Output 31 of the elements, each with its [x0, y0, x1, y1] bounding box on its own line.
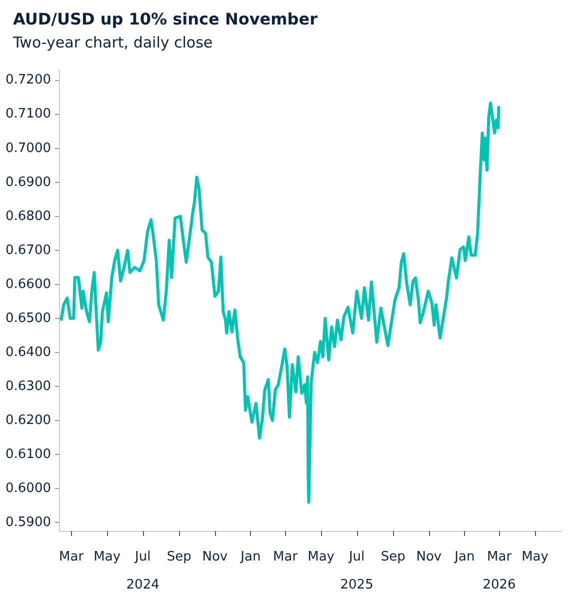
- y-tick-label: 0.7000: [6, 140, 51, 156]
- x-tick-label: Sep: [380, 550, 406, 564]
- y-tick-label: 0.6000: [6, 480, 51, 496]
- y-tick-label: 0.7100: [6, 106, 51, 122]
- chart-subtitle: Two-year chart, daily close: [12, 34, 213, 52]
- y-tick-label: 0.6200: [6, 412, 51, 428]
- y-tick-label: 0.6500: [6, 310, 51, 326]
- y-tick-label: 0.6600: [6, 276, 51, 292]
- y-tick-label: 0.5900: [6, 514, 51, 530]
- x-tick-label: May: [94, 550, 121, 564]
- y-tick-label: 0.6400: [6, 344, 51, 360]
- line-series: [60, 102, 500, 504]
- x-tick-label: Nov: [202, 550, 228, 564]
- x-tick-label: Jan: [454, 550, 475, 564]
- y-tick-label: 0.7200: [6, 72, 51, 88]
- x-tick-label: Jul 2024: [126, 550, 160, 592]
- x-tick-label: Jan: [240, 550, 261, 564]
- y-tick-label: 0.6800: [6, 208, 51, 224]
- x-tick-label: May: [522, 550, 549, 564]
- x-tick-label: Sep: [166, 550, 192, 564]
- y-tick-label: 0.6100: [6, 446, 51, 462]
- y-tick-label: 0.6700: [6, 242, 51, 258]
- x-tick-label: Nov: [416, 550, 442, 564]
- x-tick-label: May: [308, 550, 335, 564]
- chart-title: AUD/USD up 10% since November: [13, 10, 318, 28]
- y-tick-label: 0.6300: [6, 378, 51, 394]
- x-tick-label: Mar: [59, 550, 84, 564]
- y-tick-label: 0.6900: [6, 174, 51, 190]
- x-tick-label: Mar 2026: [482, 550, 516, 592]
- x-tick-label: Mar: [273, 550, 298, 564]
- x-tick-label: Jul 2025: [340, 550, 374, 592]
